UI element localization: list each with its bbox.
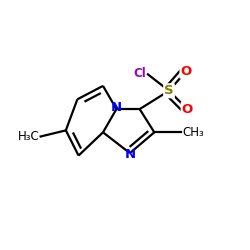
Text: S: S [164, 84, 174, 97]
Text: Cl: Cl [133, 67, 146, 80]
Text: CH₃: CH₃ [182, 126, 204, 139]
Text: H₃C: H₃C [18, 130, 40, 143]
Text: N: N [111, 102, 122, 114]
Text: N: N [124, 148, 136, 161]
Text: O: O [180, 65, 192, 78]
Text: O: O [182, 102, 193, 116]
